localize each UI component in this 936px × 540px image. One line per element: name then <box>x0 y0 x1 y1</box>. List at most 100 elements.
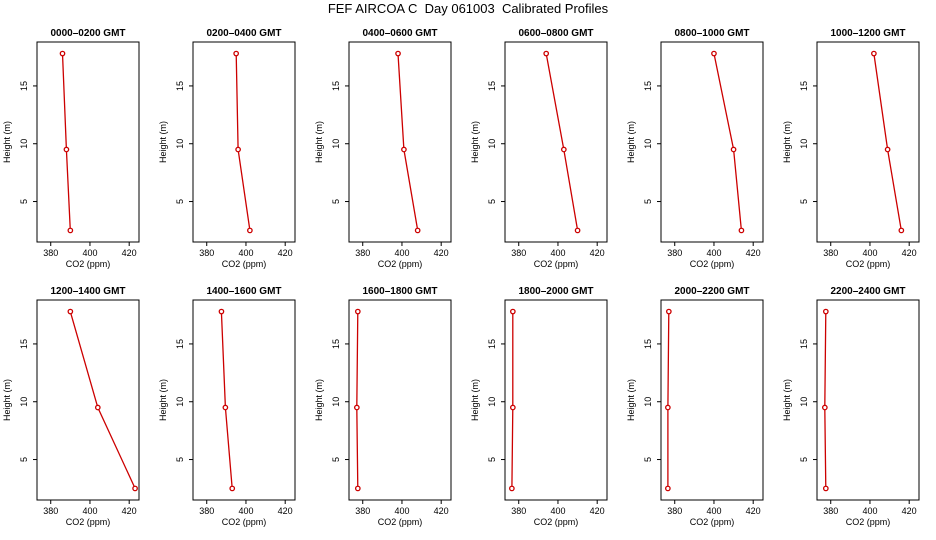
panel-title: 1000–1200 GMT <box>830 28 905 39</box>
x-tick-label: 420 <box>278 506 293 516</box>
data-point <box>247 227 253 234</box>
profile-panel: 1800–2000 GMT 380 400 420 5 10 15 CO2 (ppm) Heig… <box>470 286 608 527</box>
y-axis-label: Height (m) <box>626 121 636 163</box>
plot-frame <box>192 299 296 501</box>
y-tick-label: 10 <box>331 139 341 149</box>
y-axis-label: Height (m) <box>470 121 480 163</box>
data-point <box>543 50 550 57</box>
profile-line <box>667 311 670 489</box>
y-axis-label: Height (m) <box>2 379 12 421</box>
profile-panel: 2200–2400 GMT 380 400 420 5 10 15 CO2 (ppm) Heig… <box>782 286 920 527</box>
y-tick-label: 5 <box>175 199 185 204</box>
panel-title: 2200–2400 GMT <box>830 286 905 297</box>
x-tick-label: 380 <box>199 506 214 516</box>
data-point <box>730 146 737 153</box>
figure-title: FEF AIRCOA C Day 061003 Calibrated Profi… <box>327 1 609 16</box>
profile-panel: 1200–1400 GMT 380 400 420 5 10 15 CO2 (ppm) Heig… <box>2 286 140 527</box>
x-tick-label: 380 <box>355 248 370 258</box>
x-axis-label: CO2 (ppm) <box>534 259 579 269</box>
data-point <box>560 146 567 153</box>
data-point <box>711 50 717 57</box>
data-point <box>509 308 516 315</box>
data-point <box>509 485 515 492</box>
data-point <box>354 308 361 315</box>
x-tick-label: 420 <box>590 506 605 516</box>
x-axis-label: CO2 (ppm) <box>66 259 111 269</box>
profile-panel: 0400–0600 GMT 380 400 420 5 10 15 CO2 (ppm) Heig… <box>314 28 452 269</box>
data-point <box>822 485 829 492</box>
profile-line <box>61 53 71 231</box>
profile-line <box>397 53 419 231</box>
data-point <box>67 227 74 234</box>
y-tick-label: 15 <box>175 81 185 91</box>
y-tick-label: 5 <box>799 457 809 462</box>
x-tick-label: 420 <box>746 248 761 258</box>
data-point <box>94 404 101 411</box>
data-point <box>229 485 236 492</box>
data-point <box>233 50 240 57</box>
x-tick-label: 420 <box>278 248 293 258</box>
x-axis-label: CO2 (ppm) <box>378 517 423 527</box>
x-tick-label: 420 <box>590 248 605 258</box>
panel-title: 0200–0400 GMT <box>206 28 281 39</box>
y-tick-label: 5 <box>331 457 341 462</box>
y-axis-label: Height (m) <box>158 379 168 421</box>
x-axis-label: CO2 (ppm) <box>378 259 423 269</box>
x-tick-label: 400 <box>862 506 877 516</box>
x-tick-label: 380 <box>43 248 58 258</box>
data-point <box>132 485 138 492</box>
x-tick-label: 420 <box>434 506 449 516</box>
x-tick-label: 420 <box>122 506 137 516</box>
data-point <box>665 308 672 315</box>
panel-title: 1800–2000 GMT <box>518 286 593 297</box>
data-point <box>509 404 516 411</box>
profile-panel: 0800–1000 GMT 380 400 420 5 10 15 CO2 (ppm) Heig… <box>626 28 764 269</box>
y-axis-label: Height (m) <box>470 379 480 421</box>
y-tick-label: 5 <box>643 457 653 462</box>
y-tick-label: 15 <box>487 81 497 91</box>
panel-title: 1600–1800 GMT <box>362 286 437 297</box>
y-tick-label: 10 <box>487 397 497 407</box>
y-tick-label: 15 <box>643 81 653 91</box>
data-point <box>414 227 421 234</box>
x-tick-label: 380 <box>199 248 214 258</box>
x-tick-label: 380 <box>823 248 838 258</box>
data-point <box>235 146 241 153</box>
profile-line <box>713 53 743 231</box>
profile-line <box>873 53 902 231</box>
x-axis-label: CO2 (ppm) <box>222 517 267 527</box>
y-tick-label: 5 <box>799 199 809 204</box>
y-tick-label: 5 <box>19 199 29 204</box>
y-axis-label: Height (m) <box>158 121 168 163</box>
plot-frame <box>660 299 764 501</box>
x-tick-label: 400 <box>706 506 721 516</box>
profile-line <box>69 311 136 489</box>
x-tick-label: 400 <box>82 248 97 258</box>
y-axis-label: Height (m) <box>626 379 636 421</box>
profile-panel: 2000–2200 GMT 380 400 420 5 10 15 CO2 (ppm) Heig… <box>626 286 764 527</box>
x-tick-label: 420 <box>902 248 917 258</box>
x-axis-label: CO2 (ppm) <box>846 259 891 269</box>
x-tick-label: 380 <box>667 506 682 516</box>
profile-line <box>545 53 579 231</box>
x-tick-label: 420 <box>902 506 917 516</box>
x-tick-label: 380 <box>511 506 526 516</box>
panel-title: 1200–1400 GMT <box>50 286 125 297</box>
x-tick-label: 400 <box>550 248 565 258</box>
data-point <box>898 227 905 234</box>
x-axis-label: CO2 (ppm) <box>846 517 891 527</box>
x-axis-label: CO2 (ppm) <box>66 517 111 527</box>
panel-title: 0400–0600 GMT <box>362 28 437 39</box>
plot-frame <box>36 299 140 501</box>
y-tick-label: 10 <box>643 139 653 149</box>
profile-line <box>824 311 827 489</box>
plot-frame <box>816 41 920 243</box>
x-tick-label: 380 <box>43 506 58 516</box>
y-tick-label: 15 <box>19 81 29 91</box>
data-point <box>401 146 407 153</box>
plot-frame <box>504 41 608 243</box>
y-tick-label: 5 <box>175 457 185 462</box>
y-tick-label: 10 <box>175 397 185 407</box>
y-tick-label: 10 <box>799 139 809 149</box>
